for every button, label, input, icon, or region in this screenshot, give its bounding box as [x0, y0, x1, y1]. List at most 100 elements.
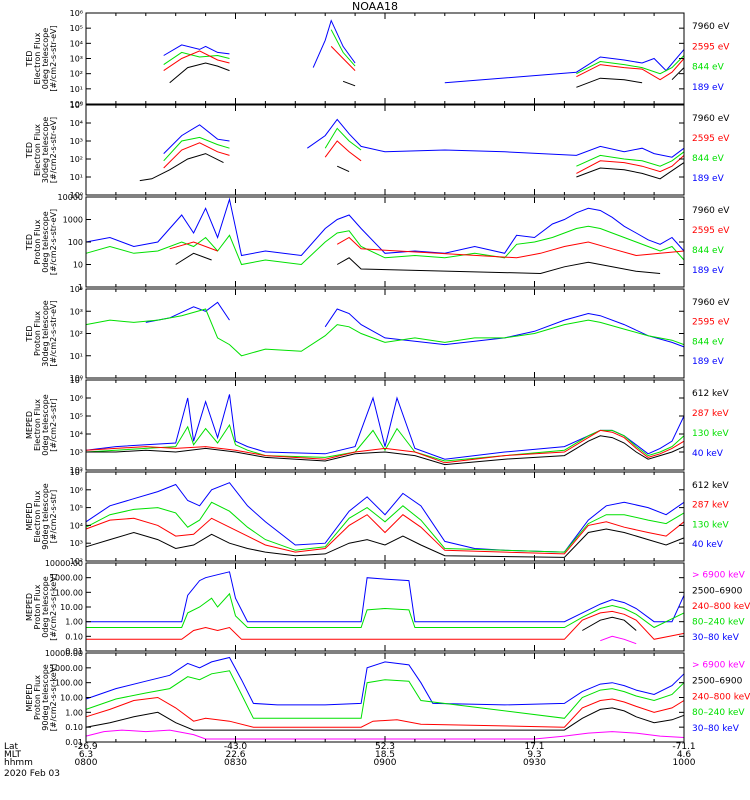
- y-axis-label-line: TED: [25, 142, 34, 159]
- series-line-8-5: [85, 729, 685, 740]
- footer-row-label: MLT: [4, 750, 22, 760]
- legend-entry: 130 keV: [692, 429, 729, 439]
- y-tick-label: 1000.00: [50, 664, 83, 673]
- footer-lat-value: -43.0: [224, 742, 248, 752]
- legend-entry: > 6900 keV: [692, 571, 746, 581]
- y-tick-label: 10⁷: [70, 376, 83, 385]
- panel-frame: [85, 379, 685, 471]
- y-tick-label: 10³: [70, 448, 83, 457]
- series-line-2-3: [163, 140, 685, 174]
- y-axis-label-line: 0deg telescope: [41, 28, 50, 89]
- footer-lat-value: -26.9: [74, 742, 98, 752]
- y-tick-label: 10⁴: [70, 430, 83, 439]
- y-axis-label-line: MEPED: [25, 593, 34, 621]
- footer-hhmm-value: 0930: [523, 758, 546, 768]
- y-axis-label-line: 0deg telescope: [41, 394, 50, 455]
- panel-frame: [85, 288, 685, 379]
- legend-entry: 189 eV: [692, 83, 725, 93]
- y-tick-label: 1.00: [65, 708, 83, 717]
- series-line-1-3: [163, 46, 685, 81]
- legend-entry: 189 eV: [692, 266, 725, 276]
- y-tick-label: 10⁰: [70, 374, 83, 383]
- legend-entry: 40 keV: [692, 540, 724, 550]
- y-axis-label-line: MEPED: [25, 503, 34, 531]
- y-axis-label-line: 0deg telescope: [41, 211, 50, 272]
- footer-hhmm-value: 1000: [673, 758, 696, 768]
- legend-entry: 2500–6900: [692, 586, 743, 596]
- y-axis-label-line: Proton Flux: [33, 219, 42, 264]
- legend-entry: 612 keV: [692, 389, 729, 399]
- y-tick-label: 10⁵: [70, 101, 83, 110]
- series-line-2-2: [163, 127, 685, 167]
- y-tick-label: 10000.00: [45, 649, 83, 658]
- y-axis-label-line: 30deg telescope: [41, 117, 50, 184]
- footer-hhmm-value: 0830: [224, 758, 247, 768]
- series-line-7-2: [86, 592, 685, 629]
- footer-mlt-value: 6.3: [79, 750, 93, 760]
- y-axis-label-line: Electron Flux: [33, 490, 42, 542]
- y-axis-label-line: [#/cm2-s-sr-keV]: [49, 573, 58, 640]
- y-tick-label: 10⁶: [70, 486, 83, 495]
- y-tick-label: 10⁴: [70, 119, 83, 128]
- footer-lat-value: 17.1: [524, 742, 544, 752]
- footer-mlt-value: 9.3: [527, 750, 541, 760]
- legend-entry: 2595 eV: [692, 226, 730, 236]
- footer-hhmm-value: 0800: [75, 758, 98, 768]
- legend-entry: 2500–6900: [692, 677, 743, 687]
- footer-lat-value: -71.1: [672, 742, 695, 752]
- series-line-3-1: [85, 197, 685, 257]
- panel-frame: [85, 104, 685, 196]
- y-tick-label: 10²: [70, 557, 83, 566]
- y-axis-label-line: 0deg telescope: [41, 576, 50, 637]
- y-tick-label: 10²: [70, 330, 83, 339]
- y-tick-label: 1.00: [65, 618, 83, 627]
- legend-entry: 2595 eV: [692, 42, 730, 52]
- y-tick-label: 100.00: [55, 588, 83, 597]
- series-line-5-2: [85, 423, 685, 462]
- y-tick-label: 10⁴: [70, 39, 83, 48]
- y-axis-label-line: [#/cm2-s-str-eV]: [49, 300, 58, 366]
- series-line-2-1: [163, 118, 685, 158]
- legend-entry: 30–80 keV: [692, 633, 740, 643]
- legend-entry: 30–80 keV: [692, 724, 740, 734]
- y-tick-label: 10²: [70, 466, 83, 475]
- y-axis-label-line: Electron Flux: [33, 32, 42, 84]
- footer-hhmm-value: 0900: [374, 758, 397, 768]
- legend-entry: 40 keV: [692, 449, 724, 459]
- series-line-5-4: [86, 435, 685, 466]
- series-line-3-2: [85, 225, 685, 266]
- y-axis-label-line: MEPED: [25, 684, 34, 712]
- y-axis-label-line: [#/cm2-s-sr-keV]: [49, 664, 58, 731]
- y-axis-label-line: Electron Flux: [33, 399, 42, 451]
- legend-entry: 2595 eV: [692, 318, 730, 328]
- legend-entry: 7960 eV: [692, 206, 730, 216]
- y-tick-label: 10⁰: [70, 191, 83, 200]
- y-tick-label: 10⁵: [70, 504, 83, 513]
- legend-entry: 7960 eV: [692, 114, 730, 124]
- footer-mlt-value: 22.6: [225, 750, 245, 760]
- panel-frame: [85, 652, 685, 743]
- y-axis-label-line: [#/cm2-s-str]: [49, 490, 58, 543]
- series-line-8-4: [85, 707, 685, 731]
- footer-mlt-value: 4.6: [677, 750, 692, 760]
- chart-title: NOAA18: [351, 0, 399, 13]
- series-line-4-2: [85, 308, 685, 357]
- series-line-8-2: [85, 670, 685, 719]
- y-tick-label: 0.01: [65, 738, 83, 747]
- series-line-6-2: [85, 501, 685, 553]
- y-tick-label: 10⁵: [70, 24, 83, 33]
- series-line-3-4: [175, 252, 661, 275]
- series-line-7-1: [86, 571, 685, 623]
- panel-3: 1 10 100 1000 10000 TED Proton Flux 0deg telesc…: [25, 193, 730, 292]
- y-tick-label: 10⁶: [70, 394, 83, 403]
- y-axis-label-line: Proton Flux: [33, 311, 42, 356]
- y-tick-label: 10⁴: [70, 521, 83, 530]
- y-axis-label-line: MEPED: [25, 411, 34, 439]
- legend-entry: 612 keV: [692, 481, 729, 491]
- y-tick-label: 10⁵: [70, 412, 83, 421]
- legend-entry: 7960 eV: [692, 298, 730, 308]
- y-axis-label-line: Electron Flux: [33, 124, 42, 176]
- legend-entry: 2595 eV: [692, 134, 730, 144]
- y-axis-label-line: 90deg telescope: [41, 664, 50, 731]
